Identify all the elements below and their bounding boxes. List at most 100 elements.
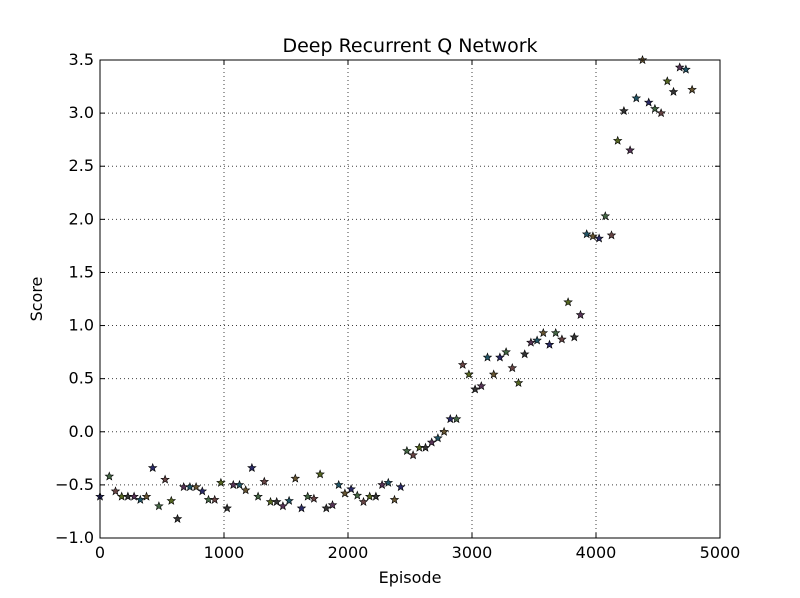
- data-point: [588, 231, 598, 241]
- data-point: [358, 496, 369, 506]
- data-point: [408, 450, 418, 460]
- x-tick-label: 2000: [328, 543, 369, 562]
- x-tick-label: 4000: [576, 543, 617, 562]
- data-point: [544, 339, 555, 349]
- data-point: [668, 86, 679, 96]
- x-tick-label: 0: [95, 543, 105, 562]
- data-point: [222, 503, 232, 513]
- y-tick-label: 1.0: [69, 316, 94, 335]
- y-tick-label: 1.5: [69, 262, 94, 281]
- data-point: [284, 495, 294, 505]
- data-point: [104, 471, 115, 481]
- data-point: [302, 491, 313, 501]
- y-axis-label: Score: [27, 277, 46, 322]
- data-point: [451, 413, 462, 424]
- data-point: [488, 369, 499, 379]
- data-point: [507, 363, 518, 373]
- data-point: [581, 229, 592, 239]
- data-point: [309, 493, 319, 503]
- data-point: [625, 145, 635, 155]
- data-point: [271, 496, 282, 506]
- data-point: [563, 297, 573, 307]
- y-tick-label: 0.5: [69, 369, 94, 388]
- data-point: [247, 462, 257, 472]
- x-tick-label: 5000: [700, 543, 741, 562]
- data-point: [687, 84, 697, 94]
- grid: [100, 60, 720, 538]
- plot-frame: [99, 59, 721, 539]
- data-point: [513, 377, 524, 387]
- y-tick-label: 3.0: [69, 103, 94, 122]
- data-point: [482, 352, 493, 362]
- data-point: [681, 64, 691, 74]
- data-point: [650, 103, 660, 113]
- data-point: [457, 359, 468, 369]
- plot-background: [100, 60, 720, 538]
- data-points: [95, 54, 697, 523]
- x-tick-label: 1000: [204, 543, 245, 562]
- data-point: [141, 491, 152, 501]
- data-point: [197, 486, 208, 496]
- data-point: [538, 327, 549, 338]
- data-point: [327, 500, 338, 510]
- data-point: [259, 476, 270, 486]
- data-point: [389, 494, 400, 504]
- data-point: [321, 503, 332, 513]
- data-point: [470, 384, 480, 394]
- data-point: [557, 334, 567, 344]
- data-point: [606, 230, 617, 240]
- data-point: [433, 433, 443, 443]
- data-point: [532, 335, 542, 345]
- data-point: [420, 442, 431, 452]
- chart-title: Deep Recurrent Q Network: [282, 35, 537, 57]
- data-point: [674, 62, 685, 72]
- x-tick-label: 3000: [452, 543, 493, 562]
- y-tick-label: 0.0: [69, 422, 94, 441]
- ticks: 0 1000 2000 3000 4000 5000 −1.0 −0.5 0.0 0.5 1.0 1.…: [55, 50, 740, 562]
- data-point: [575, 309, 586, 320]
- data-point: [166, 495, 177, 505]
- data-point: [519, 349, 530, 359]
- data-point: [154, 501, 164, 511]
- data-point: [172, 513, 183, 523]
- data-point: [476, 381, 487, 391]
- data-point: [662, 76, 673, 86]
- y-tick-label: 3.5: [69, 50, 94, 69]
- data-point: [147, 462, 158, 472]
- data-point: [383, 477, 394, 487]
- data-point: [240, 485, 251, 495]
- data-point: [253, 491, 263, 501]
- data-point: [501, 347, 511, 357]
- data-point: [643, 97, 654, 107]
- data-point: [594, 233, 604, 243]
- data-point: [439, 426, 449, 436]
- data-point: [526, 337, 536, 347]
- data-point: [135, 494, 146, 504]
- data-point: [209, 494, 220, 504]
- data-point: [346, 484, 356, 494]
- data-point: [495, 352, 505, 362]
- data-point: [600, 211, 611, 221]
- data-point: [569, 332, 580, 342]
- data-point: [110, 486, 121, 496]
- data-point: [352, 490, 363, 500]
- y-tick-label: 2.5: [69, 156, 94, 175]
- data-point: [340, 488, 350, 498]
- data-point: [619, 105, 629, 116]
- data-point: [315, 469, 325, 479]
- data-point: [464, 369, 474, 379]
- data-point: [129, 491, 139, 501]
- data-point: [402, 445, 412, 455]
- data-point: [371, 491, 381, 501]
- y-tick-label: −0.5: [55, 475, 94, 494]
- data-point: [395, 481, 406, 492]
- data-point: [377, 479, 387, 489]
- data-point: [296, 503, 307, 513]
- data-point: [234, 479, 245, 489]
- data-point: [426, 437, 437, 447]
- data-point: [216, 477, 226, 487]
- x-axis-label: Episode: [379, 568, 442, 587]
- data-point: [333, 479, 344, 489]
- data-point: [191, 481, 201, 492]
